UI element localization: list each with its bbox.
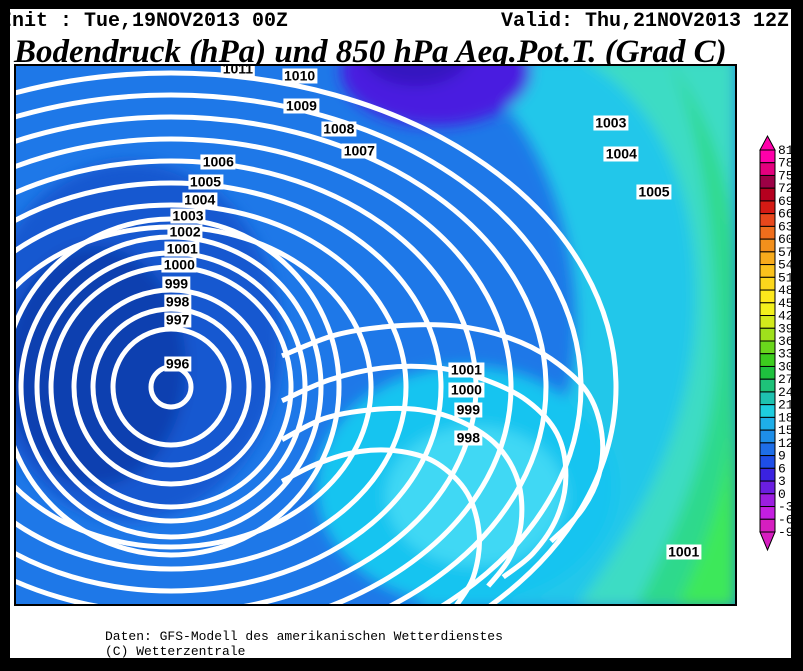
svg-text:18: 18	[778, 410, 791, 425]
svg-text:9: 9	[778, 449, 786, 464]
svg-text:63: 63	[778, 219, 791, 234]
svg-text:0: 0	[778, 487, 786, 502]
svg-text:30: 30	[778, 359, 791, 374]
svg-text:39: 39	[778, 321, 791, 336]
svg-text:33: 33	[778, 347, 791, 362]
svg-text:72: 72	[778, 181, 791, 196]
svg-text:42: 42	[778, 309, 791, 324]
svg-text:51: 51	[778, 270, 791, 285]
svg-text:21: 21	[778, 398, 791, 413]
svg-text:15: 15	[778, 423, 791, 438]
svg-text:-9: -9	[778, 525, 791, 540]
svg-text:-6: -6	[778, 512, 791, 527]
svg-text:36: 36	[778, 334, 791, 349]
svg-text:24: 24	[778, 385, 791, 400]
svg-text:57: 57	[778, 245, 791, 260]
svg-text:81: 81	[778, 143, 791, 158]
svg-text:27: 27	[778, 372, 791, 387]
svg-text:6: 6	[778, 461, 786, 476]
svg-text:48: 48	[778, 283, 791, 298]
svg-text:75: 75	[778, 168, 791, 183]
svg-text:60: 60	[778, 232, 791, 247]
svg-text:66: 66	[778, 207, 791, 222]
svg-text:54: 54	[778, 258, 791, 273]
svg-text:12: 12	[778, 436, 791, 451]
svg-text:-3: -3	[778, 500, 791, 515]
svg-text:45: 45	[778, 296, 791, 311]
svg-text:3: 3	[778, 474, 786, 489]
svg-text:78: 78	[778, 156, 791, 171]
svg-text:69: 69	[778, 194, 791, 209]
